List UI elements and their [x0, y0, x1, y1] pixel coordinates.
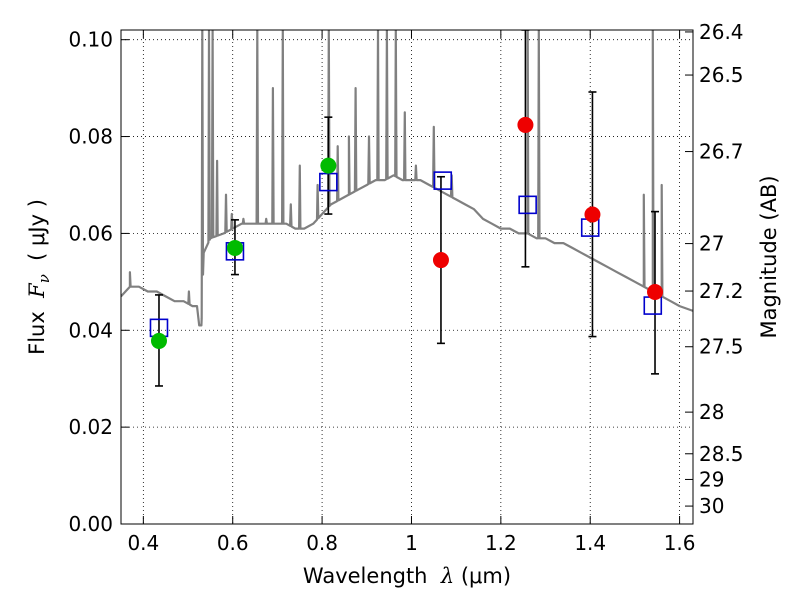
right-tick-label: 26.5: [699, 63, 744, 87]
x-tick-label: 0.6: [217, 531, 249, 555]
x-axis-label-symbol: λ: [440, 564, 454, 588]
y-axis-label-symbol: F: [25, 282, 49, 299]
right-tick-label: 29: [699, 467, 724, 491]
model-band-marker: [518, 195, 537, 215]
upper-limit-marker: [517, 116, 534, 133]
y-axis-label-unit: ( μJy ): [25, 199, 49, 274]
right-tick-label: 28: [699, 400, 724, 424]
right-tick-label: 30: [699, 494, 724, 518]
x-tick-label: 1.4: [574, 531, 606, 555]
axis-ticks: 0.4 0.6 0.8 1 1.2 1.4 1.6 0.00 0.02 0.04 0.06 0.08 0…: [68, 20, 743, 555]
y-axis-label: Flux Fν ( μJy ): [25, 199, 53, 355]
right-axis-label: Magnitude (AB): [757, 175, 781, 338]
y-tick-label: 0.04: [68, 318, 113, 342]
detection-marker: [320, 157, 337, 174]
x-tick-label: 1: [405, 531, 418, 555]
x-axis-label-main: Wavelength: [303, 564, 441, 588]
right-tick-label: 27.5: [699, 335, 744, 359]
plot-area: [121, 30, 693, 524]
model-spectrum-line: [121, 30, 693, 327]
x-tick-label: 1.2: [485, 531, 517, 555]
y-axis-label-main: Flux: [25, 298, 49, 355]
plot-frame: [120, 29, 694, 525]
upper-limit-marker: [584, 206, 601, 223]
x-tick-label: 0.8: [306, 531, 338, 555]
right-tick-label: 28.5: [699, 442, 744, 466]
x-tick-label: 1.6: [664, 531, 696, 555]
detection-marker: [226, 239, 243, 256]
upper-limit-marker: [432, 252, 449, 269]
y-tick-label: 0.02: [68, 415, 113, 439]
right-tick-label: 26.4: [699, 20, 744, 44]
x-axis-label: Wavelength λ (μm): [303, 564, 511, 588]
right-tick-label: 26.7: [699, 140, 744, 164]
x-axis-label-unit: (μm): [454, 564, 511, 588]
model-spectrum-layer: [121, 30, 693, 327]
y-tick-label: 0.00: [68, 512, 113, 536]
right-tick-label: 27: [699, 232, 724, 256]
y-tick-label: 0.10: [68, 28, 113, 52]
y-axis-label-subscript: ν: [35, 274, 53, 283]
model-band-marker: [433, 171, 453, 190]
detection-marker: [150, 332, 167, 349]
upper-limit-marker: [647, 284, 664, 301]
y-tick-label: 0.08: [68, 125, 113, 149]
x-tick-label: 0.4: [127, 531, 159, 555]
y-tick-label: 0.06: [68, 221, 113, 245]
right-tick-label: 27.2: [699, 279, 744, 303]
data-points-layer: [149, 30, 664, 387]
